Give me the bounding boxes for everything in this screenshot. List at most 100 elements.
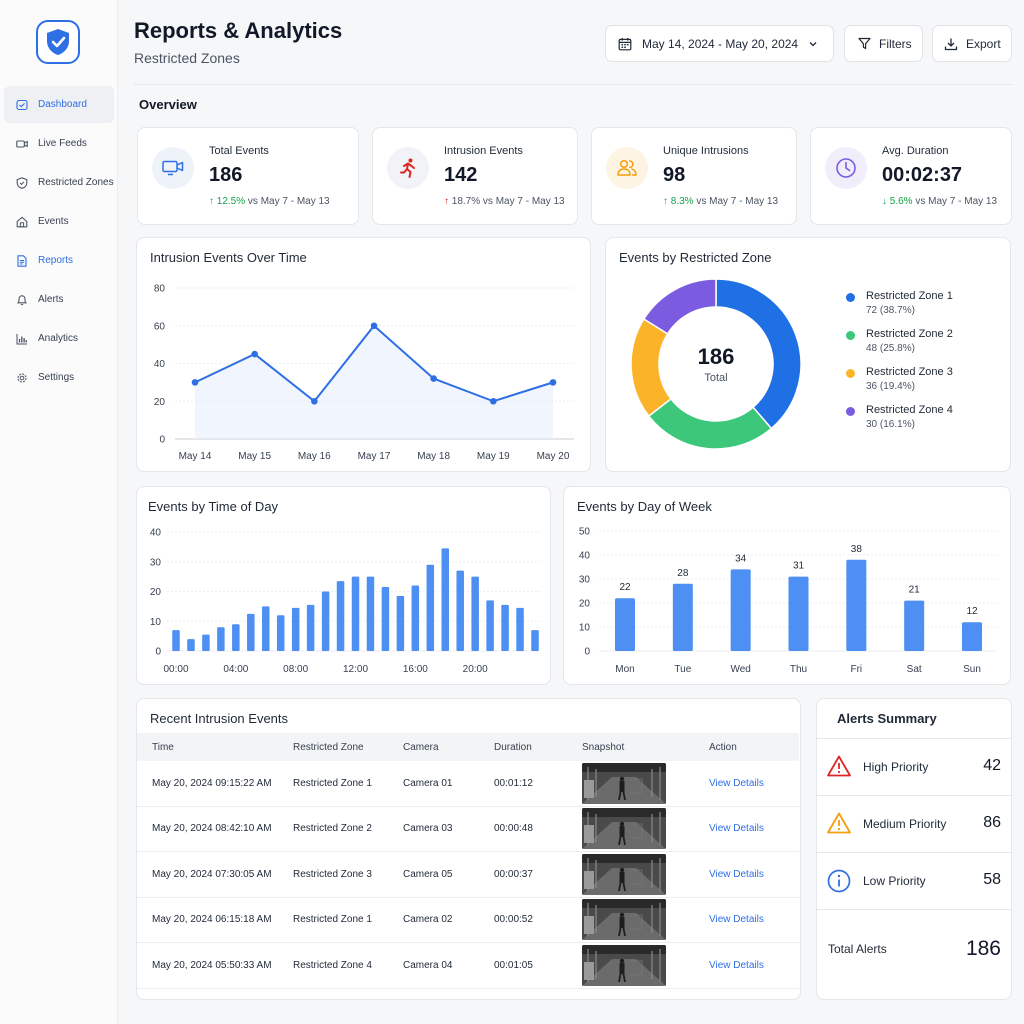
alert-label: Medium Priority: [863, 817, 947, 831]
snapshot-thumbnail[interactable]: [582, 944, 666, 986]
sidebar-item-alerts[interactable]: Alerts: [4, 281, 114, 318]
legend-dot: [846, 293, 855, 302]
sidebar-item-settings[interactable]: Settings: [4, 359, 114, 396]
line-chart-card: Intrusion Events Over Time 0 20 40 60 80 May …: [136, 237, 591, 472]
camera-icon: [152, 147, 194, 189]
cell-duration: 00:01:05: [494, 959, 533, 971]
x-tick-label: May 17: [358, 451, 391, 462]
bar: [172, 630, 180, 651]
alerts-title: Alerts Summary: [837, 711, 937, 726]
cell-snapshot: [582, 944, 709, 986]
data-label: 34: [735, 553, 747, 564]
cell-zone: Restricted Zone 1: [293, 914, 372, 926]
alert-row-medium[interactable]: Medium Priority 86: [817, 795, 1011, 852]
alert-count: 58: [983, 871, 1001, 888]
sidebar-item-label: Analytics: [38, 333, 79, 344]
snapshot-thumbnail[interactable]: [582, 808, 666, 850]
page-title: Reports & Analytics: [134, 18, 343, 43]
bar-chart-icon: [16, 333, 27, 344]
y-tick-label: 40: [154, 359, 166, 370]
donut-center: 186 Total: [666, 344, 766, 384]
page-subtitle: Restricted Zones: [134, 50, 240, 66]
view-details-link[interactable]: View Details: [709, 868, 764, 880]
dashboard-icon: [16, 99, 28, 110]
x-tick-label: Tue: [674, 664, 691, 675]
bar: [441, 548, 449, 651]
sidebar-item-label: Alerts: [38, 294, 64, 305]
snapshot-thumbnail[interactable]: [582, 762, 666, 804]
sidebar-item-restricted-zones[interactable]: Restricted Zones: [4, 164, 114, 201]
view-details-link[interactable]: View Details: [709, 914, 764, 926]
sidebar-item-events[interactable]: Events: [4, 203, 114, 240]
bar: [531, 630, 539, 651]
bar: [411, 585, 420, 651]
cell-zone: Restricted Zone 4: [293, 959, 372, 971]
bar: [232, 624, 240, 651]
donut-total-value: 186: [697, 344, 735, 369]
table-row: May 20, 2024 05:50:33 AM Restricted Zone …: [137, 943, 799, 989]
x-tick-label: Mon: [615, 664, 634, 675]
snapshot-thumbnail[interactable]: [582, 853, 666, 895]
donut-slice: [642, 278, 717, 335]
sidebar-item-label: Events: [38, 216, 69, 227]
view-details-link[interactable]: View Details: [709, 777, 764, 789]
cell-duration: 00:00:48: [494, 823, 533, 835]
snapshot-thumbnail[interactable]: [582, 899, 666, 941]
cell-snapshot: [582, 762, 709, 804]
kpi-card-intrusion-events: Intrusion Events 142 ↑ 18.7% vs May 7 - …: [372, 127, 578, 225]
x-tick-label: 08:00: [283, 664, 308, 675]
x-tick-label: 12:00: [343, 664, 368, 675]
data-point: [251, 350, 258, 358]
donut-legend: Restricted Zone 1 72 (38.7%) Restricted …: [846, 290, 953, 442]
legend-item: Restricted Zone 2 48 (25.8%): [846, 328, 953, 366]
line-chart: 0 20 40 60 80 May 14 May 15 May 16 May 17 May 18 M…: [154, 284, 574, 462]
legend-name: Restricted Zone 2: [866, 328, 953, 340]
kpi-compare: vs May 7 - May 13: [696, 196, 779, 207]
donut-slice: [630, 318, 672, 418]
x-tick-label: Wed: [730, 664, 750, 675]
alert-row-low[interactable]: Low Priority 58: [817, 852, 1011, 909]
sidebar-item-analytics[interactable]: Analytics: [4, 320, 114, 357]
y-tick-label: 80: [154, 284, 166, 295]
cell-time: May 20, 2024 05:50:33 AM: [152, 959, 272, 971]
view-details-link[interactable]: View Details: [709, 959, 764, 971]
date-range-picker[interactable]: May 14, 2024 - May 20, 2024: [605, 25, 834, 62]
legend-item: Restricted Zone 4 30 (16.1%): [846, 404, 953, 442]
sidebar-item-dashboard[interactable]: Dashboard: [4, 86, 114, 123]
filters-label: Filters: [879, 36, 912, 51]
kpi-compare: vs May 7 - May 13: [482, 196, 565, 207]
bar: [962, 622, 982, 651]
arrow-up-icon: ↑: [444, 196, 449, 207]
alert-row-high[interactable]: High Priority 42: [817, 738, 1011, 795]
kpi-change-pct: 8.3%: [670, 196, 694, 207]
sidebar: Dashboard Live Feeds Restricted Zones Ev…: [0, 0, 118, 1024]
sidebar-item-live-feeds[interactable]: Live Feeds: [4, 125, 114, 162]
x-tick-label: May 16: [298, 451, 331, 462]
line-area: [195, 325, 553, 439]
bar: [306, 604, 315, 651]
cell-zone: Restricted Zone 2: [293, 823, 372, 835]
x-tick-label: 20:00: [463, 664, 488, 675]
sidebar-item-label: Dashboard: [38, 99, 87, 110]
overview-title: Overview: [139, 97, 197, 112]
chevron-down-icon: [809, 41, 817, 46]
column-header: Snapshot: [582, 741, 625, 753]
kpi-change-pct: 12.5%: [216, 196, 246, 207]
data-label: 38: [851, 544, 863, 555]
arrow-down-icon: ↓: [882, 196, 887, 207]
bar: [426, 564, 435, 651]
column-header: Camera: [403, 741, 439, 753]
cell-camera: Camera 04: [403, 959, 453, 971]
view-details-link[interactable]: View Details: [709, 823, 764, 835]
export-button[interactable]: Export: [932, 25, 1012, 62]
cell-duration: 00:01:12: [494, 777, 533, 789]
legend-value: 30 (16.1%): [866, 419, 915, 430]
x-tick-label: 04:00: [223, 664, 248, 675]
y-tick-label: 20: [150, 587, 162, 598]
table-header: Time Restricted Zone Camera Duration Sna…: [137, 733, 799, 761]
sidebar-item-reports[interactable]: Reports: [4, 242, 114, 279]
table-row: May 20, 2024 08:42:10 AM Restricted Zone …: [137, 807, 799, 852]
kpi-value: 00:02:37: [882, 164, 963, 186]
legend-name: Restricted Zone 1: [866, 290, 953, 302]
filters-button[interactable]: Filters: [844, 25, 923, 62]
